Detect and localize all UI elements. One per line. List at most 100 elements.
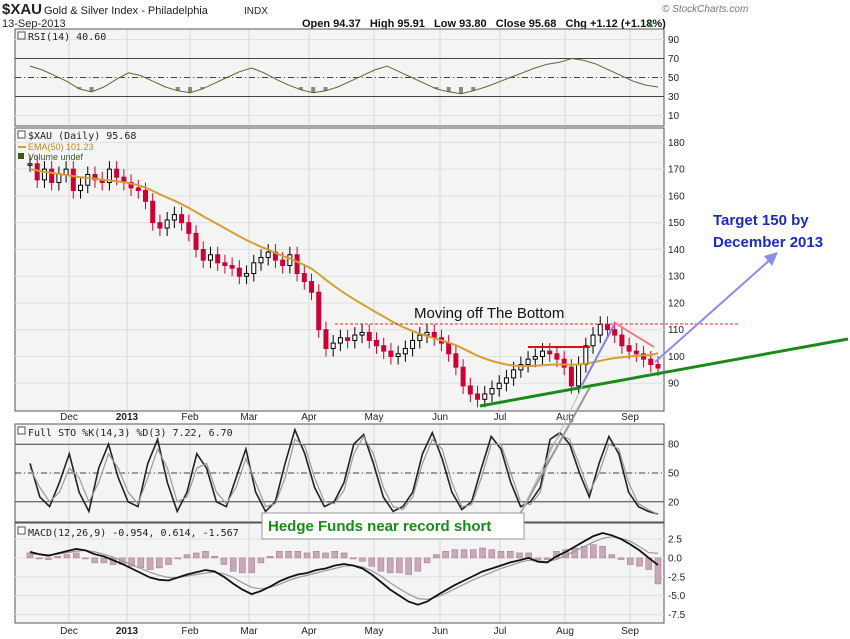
macd-histogram-bar bbox=[590, 544, 597, 559]
value-tick-label: 170 bbox=[668, 165, 685, 176]
price-candle bbox=[532, 355, 538, 360]
month-tick-label: Dec bbox=[60, 412, 78, 423]
month-tick-label: Jul bbox=[494, 626, 507, 637]
value-tick-label: 180 bbox=[668, 138, 685, 149]
macd-histogram-bar bbox=[414, 557, 422, 572]
macd-histogram-bar bbox=[534, 557, 542, 560]
macd-histogram-bar bbox=[488, 549, 496, 559]
macd-histogram-bar bbox=[248, 557, 255, 574]
price-candle bbox=[179, 214, 185, 224]
rsi-layer bbox=[15, 57, 664, 97]
macd-histogram-bar bbox=[331, 551, 339, 559]
value-tick-label: 0.0 bbox=[668, 553, 682, 564]
macd-histogram-bar bbox=[276, 551, 283, 559]
macd-histogram-bar bbox=[636, 557, 643, 567]
macd-histogram-bar bbox=[45, 557, 52, 560]
macd-histogram-bar bbox=[322, 552, 329, 559]
price-candle bbox=[128, 182, 134, 189]
price-candle bbox=[301, 273, 307, 283]
macd-histogram-bar bbox=[266, 556, 274, 559]
price-candle bbox=[583, 345, 589, 366]
month-tick-label: May bbox=[365, 626, 384, 637]
hedge-callout-box bbox=[261, 512, 525, 540]
month-tick-label: 2013 bbox=[116, 626, 139, 637]
macd-histogram-bar bbox=[516, 552, 523, 559]
price-candle bbox=[446, 342, 452, 355]
value-tick-label: 30 bbox=[668, 92, 680, 103]
macd-histogram-bar bbox=[396, 557, 403, 574]
price-candle bbox=[540, 350, 546, 357]
price-candle bbox=[200, 248, 206, 261]
price-candle bbox=[251, 262, 257, 275]
month-tick-label: Sep bbox=[621, 412, 639, 423]
macd-layer bbox=[26, 532, 662, 606]
rsi-legend: RSI(14) 40.60 bbox=[28, 32, 106, 43]
month-tick-label: Jul bbox=[494, 412, 507, 423]
price-candle bbox=[186, 222, 192, 234]
price-candle bbox=[309, 281, 315, 293]
macd-histogram-bar bbox=[174, 557, 182, 560]
price-candle bbox=[561, 358, 567, 368]
macd-histogram-bar bbox=[72, 552, 80, 559]
value-tick-label: 10 bbox=[668, 111, 680, 122]
macd-histogram-bar bbox=[405, 557, 412, 575]
macd-histogram-bar bbox=[617, 557, 625, 560]
price-candle bbox=[150, 200, 156, 224]
price-candle bbox=[207, 254, 213, 261]
value-tick-label: -2.5 bbox=[668, 572, 686, 583]
macd-histogram-bar bbox=[35, 557, 43, 560]
red-flag-line bbox=[614, 322, 655, 348]
price-candle bbox=[467, 385, 473, 395]
macd-histogram-bar bbox=[654, 557, 662, 585]
macd-histogram-bar bbox=[257, 557, 265, 564]
price-candle bbox=[359, 331, 365, 336]
value-tick-label: 2.5 bbox=[668, 535, 682, 546]
price-candle bbox=[114, 168, 120, 178]
quote-line: Open 94.37 High 95.91 Low 93.80 Close 95… bbox=[302, 18, 666, 30]
month-tick-label: Dec bbox=[60, 626, 78, 637]
price-candle bbox=[78, 184, 84, 192]
price-candle bbox=[92, 173, 98, 181]
macd-histogram-bar bbox=[63, 554, 71, 559]
ema-line bbox=[29, 168, 659, 368]
macd-histogram-bar bbox=[442, 551, 449, 559]
macd-histogram-bar bbox=[229, 557, 237, 572]
price-candle bbox=[547, 350, 553, 355]
price-candle bbox=[496, 382, 502, 390]
month-tick-label: Jun bbox=[432, 412, 448, 423]
price-candle bbox=[215, 254, 221, 264]
macd-histogram-bar bbox=[146, 557, 154, 570]
price-candle bbox=[193, 232, 199, 250]
macd-histogram-bar bbox=[165, 557, 172, 565]
price-candle bbox=[244, 273, 250, 277]
target-text-line1: Target 150 by bbox=[713, 212, 809, 229]
macd-histogram-bar bbox=[239, 557, 246, 574]
price-candle bbox=[56, 173, 62, 184]
price-candle bbox=[345, 337, 351, 341]
value-tick-label: 100 bbox=[668, 352, 685, 363]
hedge-pointer-line-2 bbox=[519, 384, 584, 515]
macd-signal-line bbox=[30, 536, 659, 601]
price-candle bbox=[41, 168, 47, 181]
macd-histogram-bar bbox=[377, 557, 385, 572]
value-tick-label: 140 bbox=[668, 245, 685, 256]
macd-histogram-bar bbox=[608, 554, 616, 559]
price-candle bbox=[265, 251, 271, 258]
macd-histogram-bar bbox=[313, 551, 320, 559]
value-tick-label: 110 bbox=[668, 325, 684, 336]
month-tick-label: May bbox=[365, 412, 384, 423]
value-tick-label: 50 bbox=[668, 469, 680, 480]
macd-histogram-bar bbox=[192, 552, 200, 559]
value-tick-label: -5.0 bbox=[668, 591, 686, 602]
value-tick-label: -7.5 bbox=[668, 610, 686, 621]
price-candle bbox=[568, 366, 574, 387]
green-trend-line bbox=[479, 337, 849, 408]
value-tick-label: 120 bbox=[668, 298, 685, 309]
price-candle bbox=[164, 219, 170, 229]
month-tick-label: Sep bbox=[621, 626, 639, 637]
price-legend: $XAU (Daily) 95.68 bbox=[28, 131, 136, 142]
month-tick-label: Feb bbox=[181, 626, 199, 637]
price-candle bbox=[576, 364, 582, 387]
macd-histogram-bar bbox=[470, 549, 477, 559]
macd-histogram-bar bbox=[433, 554, 440, 559]
